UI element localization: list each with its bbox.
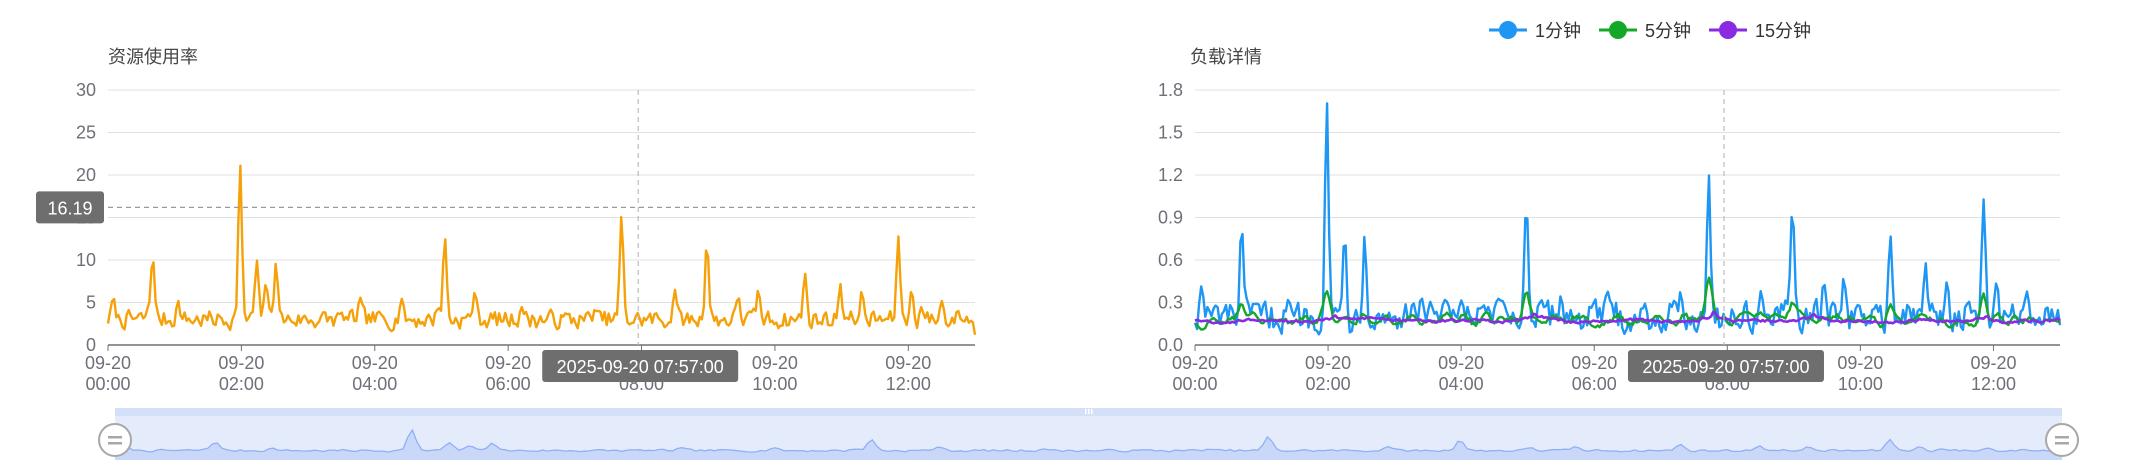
- x-tick-label: 09-20 02:00: [218, 353, 264, 394]
- handle-bar: [108, 442, 122, 445]
- load-x-axis: 09-20 00:00 09-20 02:00 09-20 04:00 09-20 06:00…: [1172, 345, 2016, 394]
- slider-handle-start[interactable]: [98, 423, 132, 457]
- y-tick-label: 25: [76, 123, 96, 143]
- legend-label: 1分钟: [1535, 21, 1581, 41]
- axis-pointer-time-box: [542, 350, 739, 382]
- grip-icon: [1085, 409, 1093, 414]
- y-tick-label: 0.0: [1158, 335, 1183, 355]
- load-series: [1193, 102, 2062, 336]
- legend-item-5分钟[interactable]: 5分钟: [1599, 21, 1691, 41]
- y-tick-label: 0.9: [1158, 208, 1183, 228]
- x-tick-label: 09-20 12:00: [885, 353, 931, 394]
- data-zoom-slider[interactable]: [98, 408, 2079, 460]
- chart-title-usage: 资源使用率: [108, 47, 198, 67]
- chart-title-load: 负载详情: [1190, 47, 1262, 67]
- y-tick-label: 0.3: [1158, 293, 1183, 313]
- legend-item-1分钟[interactable]: 1分钟: [1489, 21, 1581, 41]
- grip-dot: [1088, 409, 1090, 414]
- legend-label: 5分钟: [1645, 21, 1691, 41]
- slider-preview-area: [115, 430, 2062, 460]
- y-tick-label: 5: [86, 293, 96, 313]
- x-tick-label: 09-20 04:00: [352, 353, 398, 394]
- legend-dot-icon: [1719, 21, 1737, 39]
- slider-handle-end[interactable]: [2045, 423, 2079, 457]
- axis-pointer-value-label: 16.19: [47, 198, 92, 218]
- axis-pointer-time-box: [1627, 350, 1824, 382]
- legend-dot-icon: [1499, 21, 1517, 39]
- load-detail-chart: 负载详情 0.00.30.60.91.21.51.8 09-20 00:0009-…: [1158, 47, 2062, 394]
- x-tick-label: 09-20 00:00: [1172, 353, 1218, 394]
- y-tick-label: 1.8: [1158, 80, 1183, 100]
- x-tick-label: 09-20 06:00: [1571, 353, 1617, 394]
- x-tick-label: 09-20 10:00: [752, 353, 798, 394]
- slider-preview-line: [114, 428, 2063, 454]
- legend-item-15分钟[interactable]: 15分钟: [1709, 21, 1811, 41]
- x-tick-label: 09-20 10:00: [1837, 353, 1883, 394]
- usage-series: [106, 164, 977, 335]
- axis-pointer-time-label: 2025-09-20 07:57:00: [557, 357, 724, 377]
- y-tick-label: 0: [86, 335, 96, 355]
- series-line-5分钟: [1194, 276, 2061, 331]
- y-tick-label: 1.2: [1158, 165, 1183, 185]
- grip-dot: [1091, 409, 1093, 414]
- axis-pointer-time-label: 2025-09-20 07:57:00: [1642, 357, 1809, 377]
- series-line-usage: [106, 164, 977, 335]
- x-tick-label: 09-20 06:00: [485, 353, 531, 394]
- series-line-15分钟: [1194, 310, 2061, 325]
- y-tick-label: 1.5: [1158, 123, 1183, 143]
- y-tick-label: 20: [76, 165, 96, 185]
- x-tick-label: 09-20 00:00: [85, 353, 131, 394]
- x-tick-label: 09-20 12:00: [1970, 353, 2016, 394]
- usage-x-axis: 09-20 00:00 09-20 02:00 09-20 04:00 09-20 06:00…: [85, 345, 931, 394]
- axis-pointer-value-box: [36, 191, 104, 224]
- y-tick-label: 30: [76, 80, 96, 100]
- x-tick-label: 09-20 02:00: [1305, 353, 1351, 394]
- load-axis-pointer: 2025-09-20 07:57:00: [1627, 90, 1824, 382]
- handle-bar: [108, 436, 122, 439]
- drag-handle-icon: [98, 423, 132, 457]
- load-grid: [1195, 89, 2060, 346]
- y-tick-label: 0.6: [1158, 250, 1183, 270]
- y-tick-label: 10: [76, 250, 96, 270]
- usage-axis-pointer: 2025-09-20 07:57:00 16.19: [36, 90, 975, 382]
- handle-bar: [2055, 436, 2069, 439]
- x-tick-label: 09-20 04:00: [1438, 353, 1484, 394]
- resource-usage-chart: 资源使用率 051015202530 09-2000:0009-2002:000…: [36, 47, 977, 394]
- legend-dot-icon: [1609, 21, 1627, 39]
- handle-bar: [2055, 442, 2069, 445]
- legend: 1分钟 5分钟 15分钟: [1489, 21, 1811, 41]
- grip-dot: [1085, 409, 1087, 414]
- load-y-axis: 0.0 0.3 0.6 0.9 1.2 1.5 1.8: [1158, 80, 1183, 355]
- legend-label: 15分钟: [1755, 21, 1811, 41]
- drag-handle-icon: [2045, 423, 2079, 457]
